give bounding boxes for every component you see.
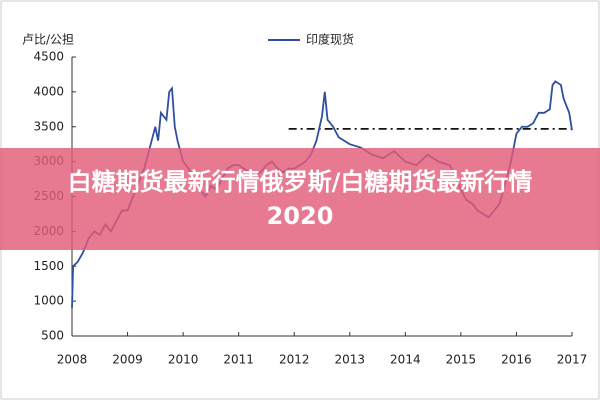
x-tick-label: 2011 (223, 353, 254, 367)
x-tick-label: 2013 (335, 353, 366, 367)
x-tick-label: 2008 (57, 353, 88, 367)
y-tick-label: 1500 (33, 259, 64, 273)
y-axis-label: 卢比/公担 (22, 32, 74, 47)
x-tick-label: 2010 (168, 353, 199, 367)
x-tick-label: 2014 (390, 353, 421, 367)
y-tick-label: 4000 (33, 84, 64, 98)
y-tick-label: 4500 (33, 50, 64, 64)
y-tick-label: 1000 (33, 294, 64, 308)
x-tick-label: 2016 (501, 353, 532, 367)
y-tick-label: 3500 (33, 119, 64, 133)
x-tick-label: 2017 (557, 353, 588, 367)
overlay-text: 白糖期货最新行情俄罗斯/白糖期货最新行情2020 (67, 168, 533, 230)
x-tick-label: 2015 (446, 353, 477, 367)
y-tick-label: 500 (41, 329, 64, 343)
x-tick-label: 2009 (112, 353, 143, 367)
x-tick-label: 2012 (279, 353, 310, 367)
overlay-banner: 白糖期货最新行情俄罗斯/白糖期货最新行情2020 (0, 148, 600, 250)
legend-label: 印度现货 (306, 32, 354, 47)
